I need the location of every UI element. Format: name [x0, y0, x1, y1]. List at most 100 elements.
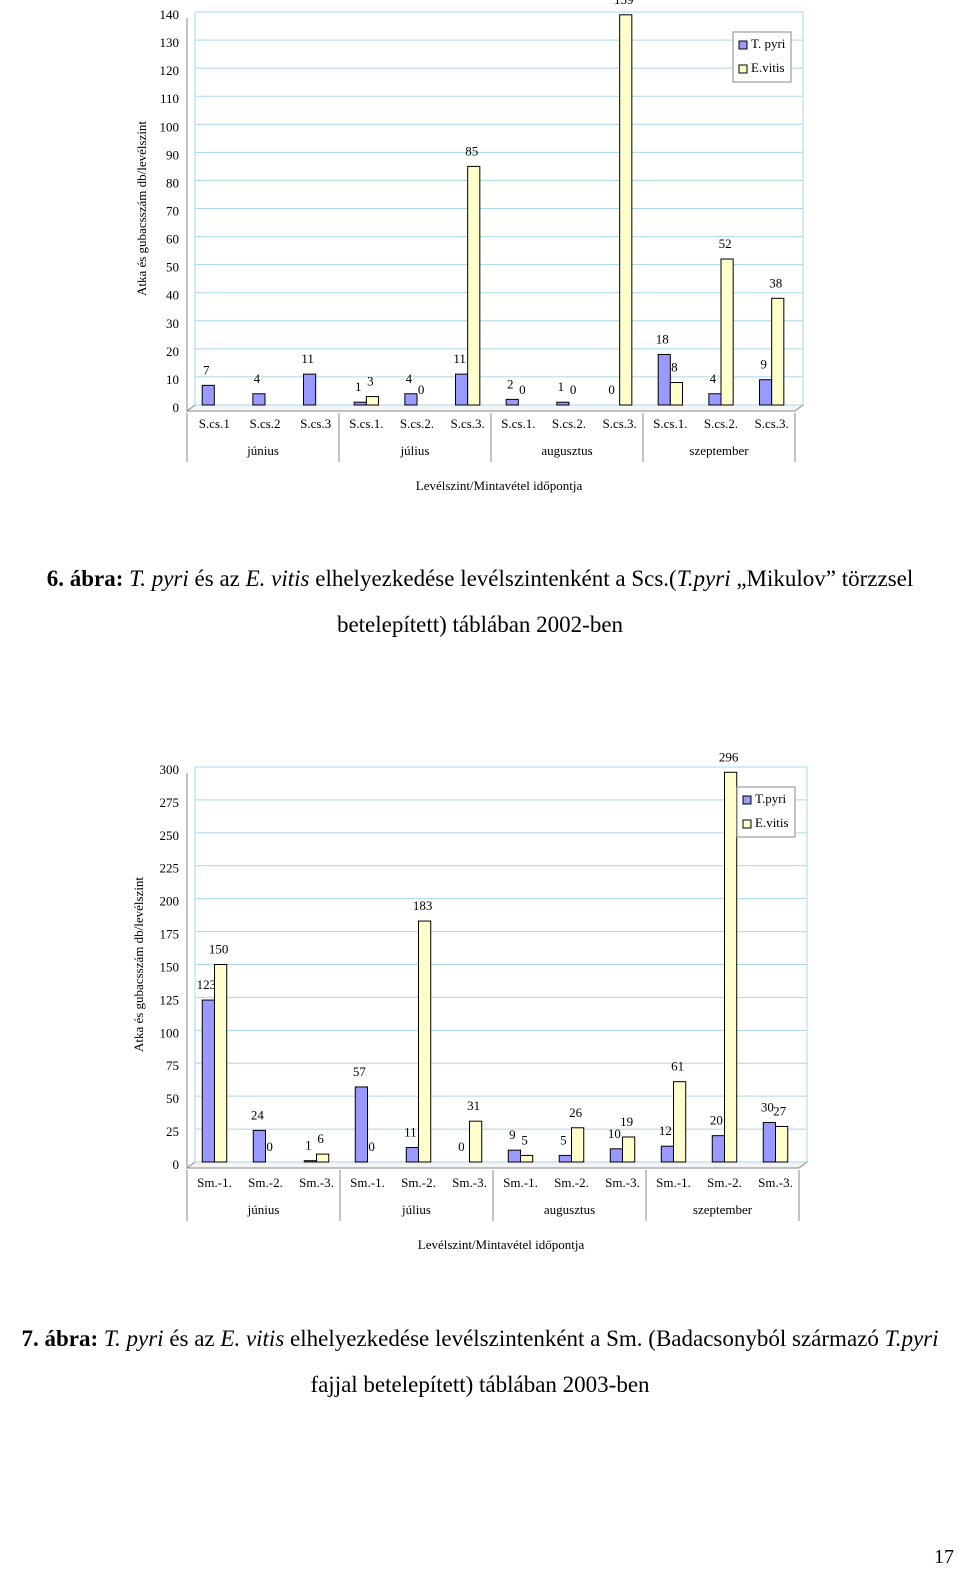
bar [252, 1129, 266, 1163]
y-tick-label: 0 [173, 400, 180, 415]
bar [711, 1135, 726, 1163]
bar [404, 393, 418, 406]
bar [252, 393, 266, 406]
value-label: 12 [659, 1123, 672, 1138]
caption-text: E. vitis [245, 566, 310, 591]
bar [365, 396, 379, 406]
bar [660, 1145, 675, 1163]
bar [303, 373, 317, 406]
value-label: 6 [317, 1131, 324, 1146]
bar [467, 165, 481, 406]
group-label: június [246, 443, 279, 458]
x-tick-label: Sm.-1. [656, 1175, 691, 1190]
value-label: 2 [507, 376, 514, 391]
value-label: 5 [521, 1132, 528, 1147]
value-label: 0 [570, 382, 577, 397]
caption-text: T.pyri [884, 1326, 939, 1351]
caption-text: „Mikulov” törzzsel betelepített) táblába… [336, 566, 914, 637]
bar [622, 1136, 636, 1163]
bar [657, 353, 671, 406]
x-tick-label: Sm.-2. [707, 1175, 742, 1190]
value-label: 52 [719, 236, 732, 251]
x-tick-label: S.cs.3. [603, 416, 637, 431]
x-tick-label: Sm.-1. [197, 1175, 232, 1190]
value-label: 4 [710, 371, 717, 386]
value-label: 11 [453, 351, 466, 366]
bar [609, 1148, 624, 1163]
x-tick-label: Sm.-2. [401, 1175, 436, 1190]
bar [354, 1086, 369, 1163]
y-tick-label: 175 [160, 927, 180, 942]
y-axis-label: Atka és gubacsszám db/levélszint [131, 877, 146, 1052]
value-label: 11 [301, 351, 314, 366]
y-tick-label: 225 [160, 861, 180, 876]
bar [316, 1153, 330, 1163]
legend-swatch [738, 40, 748, 50]
bar [771, 297, 785, 406]
value-label: 57 [353, 1064, 367, 1079]
page-number: 17 [934, 1546, 954, 1568]
x-axis-label: Levélszint/Mintavétel időpontja [418, 1237, 585, 1252]
bar [469, 1120, 483, 1163]
y-tick-label: 0 [173, 1157, 180, 1172]
caption-text: és az [188, 566, 246, 591]
x-tick-label: S.cs.2. [552, 416, 586, 431]
value-label: 19 [620, 1114, 633, 1129]
y-tick-label: 90 [166, 147, 179, 162]
bar [520, 1154, 534, 1163]
y-tick-label: 25 [166, 1124, 179, 1139]
y-tick-label: 130 [160, 35, 180, 50]
value-label: 9 [760, 357, 767, 372]
value-label: 1 [558, 379, 565, 394]
value-label: 1 [355, 379, 362, 394]
bar [556, 401, 570, 406]
y-tick-label: 150 [160, 959, 180, 974]
group-label: július [401, 1202, 431, 1217]
y-tick-label: 140 [160, 7, 180, 22]
value-label: 183 [413, 898, 433, 913]
caption-text: T.pyri [676, 566, 731, 591]
value-label: 24 [251, 1107, 265, 1122]
legend-label: T.pyri [755, 791, 787, 806]
x-tick-label: S.cs.3 [300, 416, 331, 431]
value-label: 123 [197, 977, 217, 992]
x-tick-label: S.cs.2 [249, 416, 280, 431]
bar [418, 920, 432, 1163]
y-axis-label: Atka és gubacsszám db/levélszint [134, 121, 149, 296]
bar [708, 393, 722, 406]
x-tick-label: S.cs.3. [755, 416, 789, 431]
y-tick-label: 75 [166, 1058, 179, 1073]
y-tick-label: 125 [160, 992, 180, 1007]
bar [759, 379, 773, 406]
value-label: 8 [671, 360, 678, 375]
group-label: július [400, 443, 430, 458]
legend [732, 31, 792, 83]
y-tick-label: 50 [166, 260, 179, 275]
bar [505, 398, 519, 406]
y-tick-label: 275 [160, 795, 180, 810]
x-tick-label: S.cs.1 [199, 416, 230, 431]
y-tick-label: 20 [166, 344, 179, 359]
y-tick-label: 100 [160, 119, 180, 134]
value-label: 4 [254, 371, 261, 386]
value-label: 38 [769, 275, 782, 290]
floor [185, 404, 805, 412]
caption: 7. ábra: T. pyri és az E. vitis elhelyez… [0, 1316, 960, 1408]
legend [736, 786, 796, 838]
legend-label: E.vitis [755, 815, 789, 830]
value-label: 31 [467, 1098, 480, 1113]
bar [303, 1160, 318, 1163]
x-tick-label: Sm.-3. [452, 1175, 487, 1190]
value-label: 9 [509, 1127, 516, 1142]
x-tick-label: S.cs.1. [653, 416, 687, 431]
caption-text: és az [163, 1326, 221, 1351]
y-tick-label: 80 [166, 175, 179, 190]
y-tick-label: 100 [160, 1025, 180, 1040]
value-label: 7 [203, 362, 210, 377]
value-label: 26 [569, 1105, 583, 1120]
bar [775, 1125, 789, 1163]
bar [720, 258, 734, 406]
bar [571, 1127, 585, 1163]
value-label: 5 [560, 1132, 567, 1147]
